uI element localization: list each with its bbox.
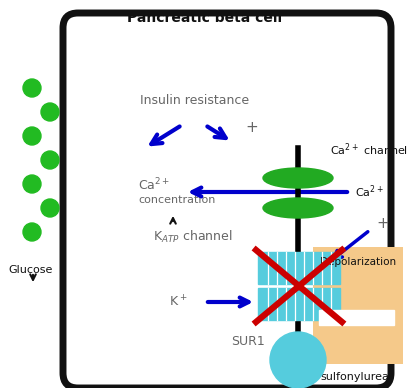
Bar [318, 310, 393, 325]
Text: +: + [376, 217, 389, 232]
Circle shape [23, 127, 41, 145]
Text: SUR1: SUR1 [231, 336, 264, 348]
Text: Insulin resistance: Insulin resistance [140, 94, 249, 106]
Text: Glucose: Glucose [8, 265, 52, 275]
Circle shape [23, 175, 41, 193]
Bar [294, 283, 301, 289]
Text: sulfonylurea: sulfonylurea [320, 372, 389, 382]
Circle shape [270, 332, 325, 388]
FancyBboxPatch shape [312, 247, 402, 364]
Ellipse shape [262, 198, 332, 218]
Text: Ca$^{2+}$ channel: Ca$^{2+}$ channel [329, 142, 407, 158]
Circle shape [23, 79, 41, 97]
Circle shape [41, 199, 59, 217]
Circle shape [41, 151, 59, 169]
Text: concentration: concentration [138, 195, 215, 205]
Text: K$_{ATP}$ channel: K$_{ATP}$ channel [153, 229, 232, 245]
Text: Depolarization: Depolarization [319, 257, 395, 267]
Text: +: + [245, 121, 258, 135]
FancyBboxPatch shape [63, 13, 390, 388]
Circle shape [41, 103, 59, 121]
Bar [257, 288, 339, 320]
Circle shape [23, 223, 41, 241]
Ellipse shape [262, 168, 332, 188]
Bar [257, 252, 339, 284]
Text: K$^+$: K$^+$ [169, 294, 187, 310]
Text: Ca$^{2+}$: Ca$^{2+}$ [354, 184, 383, 200]
Text: Ca$^{2+}$: Ca$^{2+}$ [138, 177, 170, 193]
Text: Pancreatic beta cell: Pancreatic beta cell [127, 11, 282, 25]
